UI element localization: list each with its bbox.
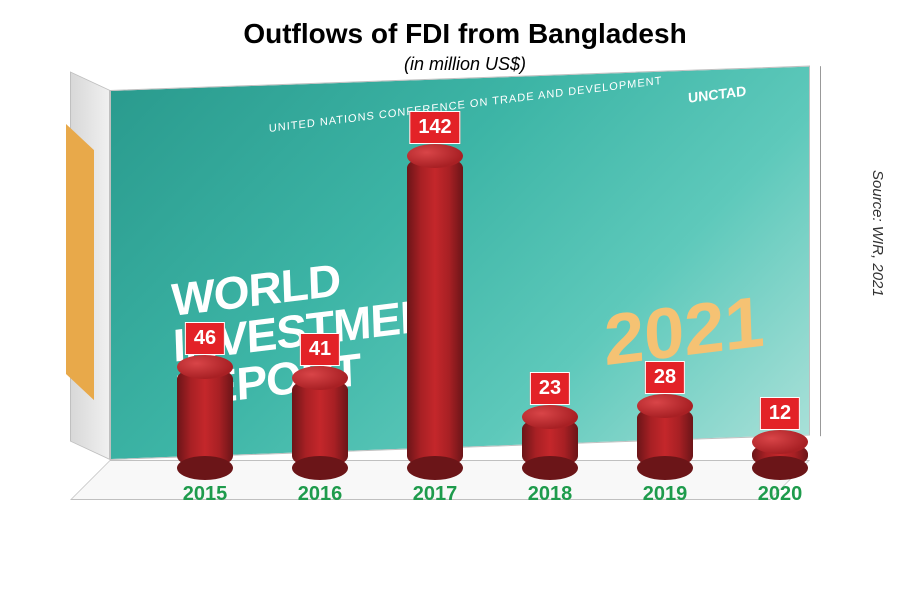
- chart-container: Outflows of FDI from Bangladesh (in mill…: [0, 0, 900, 600]
- bar-value-label: 41: [300, 333, 340, 366]
- bar-cylinder: [522, 417, 578, 468]
- bars-area: 4620154120161422017232018282019122020: [130, 108, 810, 468]
- x-axis-label: 2015: [183, 483, 228, 506]
- x-axis-label: 2020: [758, 483, 803, 506]
- bar-value-label: 28: [645, 361, 685, 394]
- chart-right-axis-line: [820, 66, 821, 436]
- bar-cylinder: [292, 378, 348, 468]
- bar-value-label: 23: [530, 372, 570, 405]
- bar-cylinder: [752, 442, 808, 468]
- bar-value-label: 46: [185, 322, 225, 355]
- bar-cylinder: [407, 156, 463, 468]
- x-axis-label: 2016: [298, 483, 343, 506]
- x-axis-label: 2018: [528, 483, 573, 506]
- chart-side-wall: [70, 71, 110, 460]
- chart-title: Outflows of FDI from Bangladesh: [70, 18, 860, 50]
- bar-cylinder: [177, 367, 233, 468]
- chart-3d-scene: UNITED NATIONS CONFERENCE ON TRADE AND D…: [70, 90, 830, 530]
- bar-cylinder: [637, 406, 693, 468]
- bar-value-label: 142: [409, 111, 460, 144]
- x-axis-label: 2017: [413, 483, 458, 506]
- bar-value-label: 12: [760, 397, 800, 430]
- x-axis-label: 2019: [643, 483, 688, 506]
- report-spine: [66, 124, 94, 400]
- source-citation: Source: WIR, 2021: [869, 170, 886, 297]
